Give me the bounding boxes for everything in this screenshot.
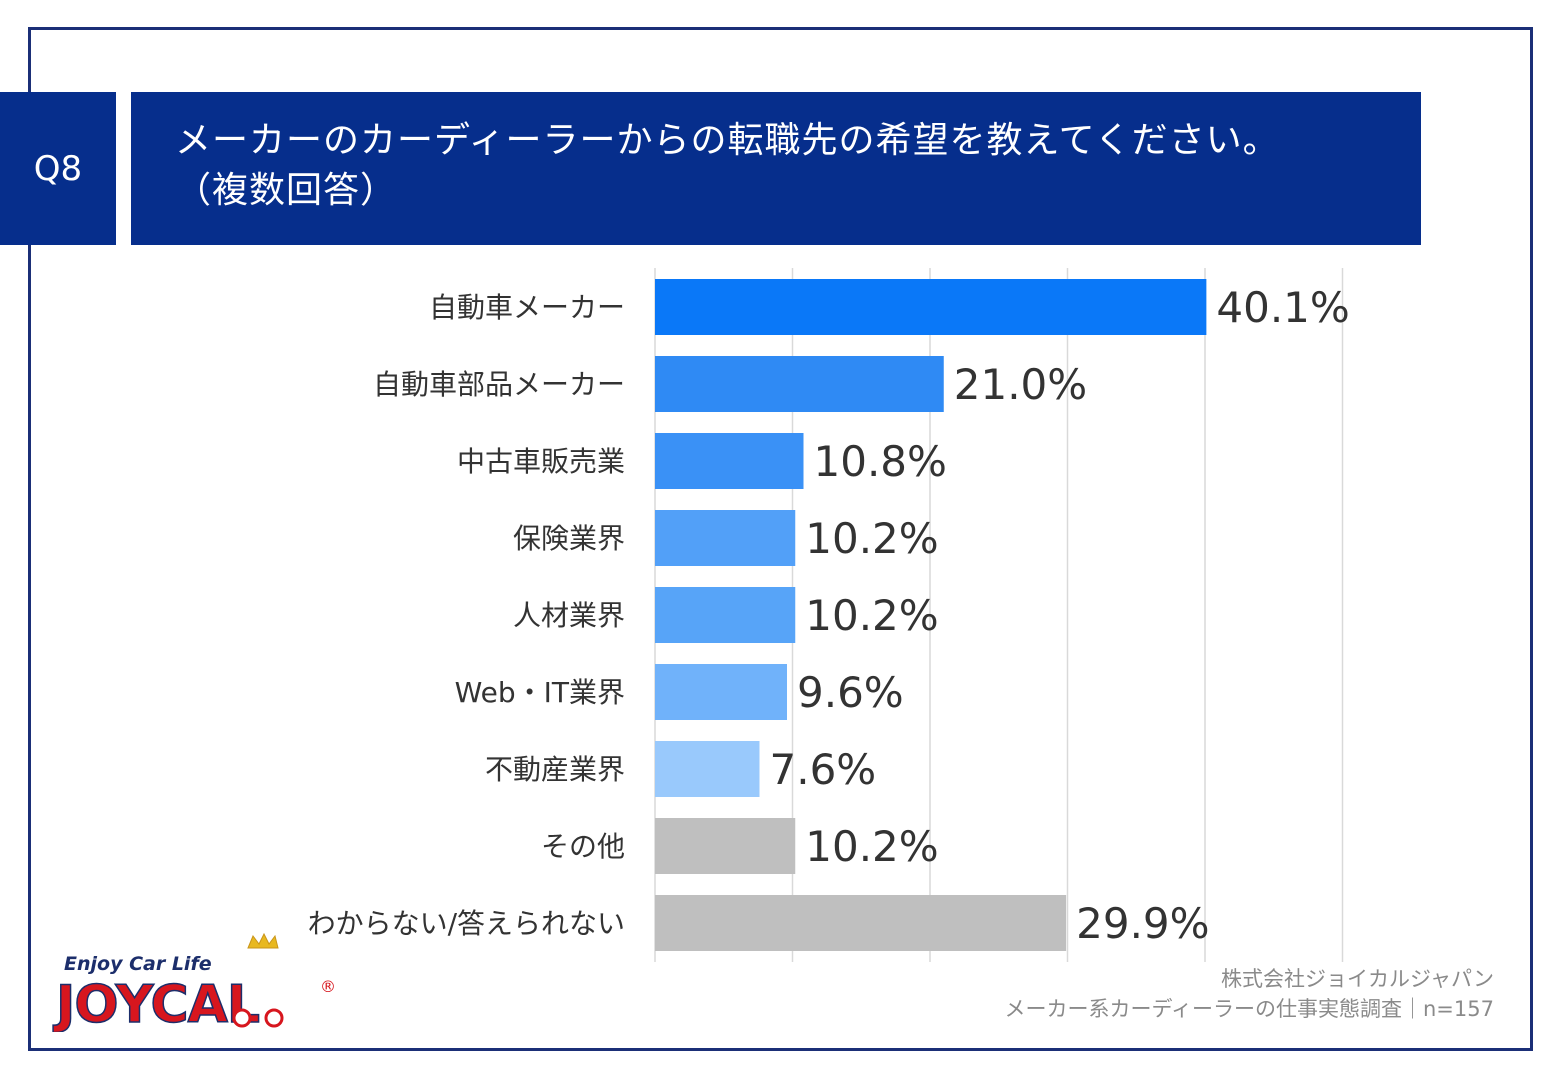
bar-4: [655, 587, 796, 643]
footer-source: 株式会社ジョイカルジャパン メーカー系カーディーラーの仕事実態調査｜n=157: [1004, 964, 1494, 1024]
bar-3: [655, 510, 796, 566]
logo-tagline: Enjoy Car Life: [64, 953, 212, 975]
value-label-6: 7.6%: [770, 745, 877, 794]
category-label-6: 不動産業界: [485, 753, 625, 786]
value-label-3: 10.2%: [805, 514, 938, 563]
bar-8: [655, 895, 1067, 951]
category-label-1: 自動車部品メーカー: [373, 368, 625, 401]
chart-bars: [655, 279, 1207, 951]
category-label-3: 保険業界: [513, 522, 625, 555]
category-label-8: わからない/答えられない: [308, 907, 625, 940]
value-label-0: 40.1%: [1216, 283, 1349, 332]
category-label-5: Web・IT業界: [455, 676, 625, 709]
question-title: メーカーのカーディーラーからの転職先の希望を教えてください。: [175, 120, 1280, 161]
value-label-5: 9.6%: [797, 668, 904, 717]
value-label-2: 10.8%: [814, 437, 947, 486]
value-label-7: 10.2%: [805, 822, 938, 871]
bar-0: [655, 279, 1207, 335]
value-label-1: 21.0%: [954, 360, 1087, 409]
value-label-4: 10.2%: [805, 591, 938, 640]
logo-brand: JOYCAL: [53, 975, 259, 1032]
joycal-logo: Enjoy Car Life JOYCAL ®: [52, 932, 336, 1032]
category-label-7: その他: [541, 830, 625, 863]
logo-wheel-right: [264, 1008, 284, 1028]
category-label-0: 自動車メーカー: [429, 291, 625, 324]
registered-mark: ®: [320, 977, 336, 996]
bar-6: [655, 741, 760, 797]
logo-wheel-left: [232, 1008, 252, 1028]
question-number: Q8: [0, 92, 116, 245]
bar-7: [655, 818, 796, 874]
value-label-8: 29.9%: [1076, 899, 1209, 948]
footer-company: 株式会社ジョイカルジャパン: [1221, 967, 1494, 991]
bar-5: [655, 664, 787, 720]
value-labels: 40.1% 21.0%10.8% 10.2% 10.2% 9.6% 7.6% 10.2% 29…: [770, 283, 1350, 948]
question-subtitle: （複数回答）: [175, 170, 398, 211]
footer-survey: メーカー系カーディーラーの仕事実態調査｜n=157: [1004, 997, 1494, 1021]
bar-2: [655, 433, 804, 489]
category-label-2: 中古車販売業: [457, 445, 625, 478]
crown-icon: [247, 932, 279, 949]
outer-frame: [28, 27, 1533, 1051]
question-title-box: メーカーのカーディーラーからの転職先の希望を教えてください。 （複数回答）: [131, 92, 1421, 245]
category-label-4: 人材業界: [513, 599, 625, 632]
bar-1: [655, 356, 944, 412]
